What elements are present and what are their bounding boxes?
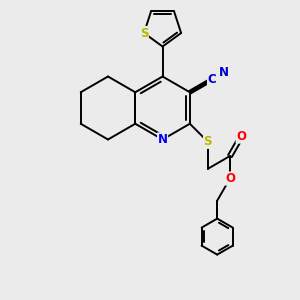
Text: O: O: [236, 130, 246, 143]
Text: O: O: [225, 172, 235, 185]
Text: S: S: [140, 26, 148, 40]
Text: N: N: [219, 66, 229, 79]
Text: S: S: [204, 135, 212, 148]
Text: C: C: [208, 73, 216, 86]
Text: N: N: [158, 133, 168, 146]
